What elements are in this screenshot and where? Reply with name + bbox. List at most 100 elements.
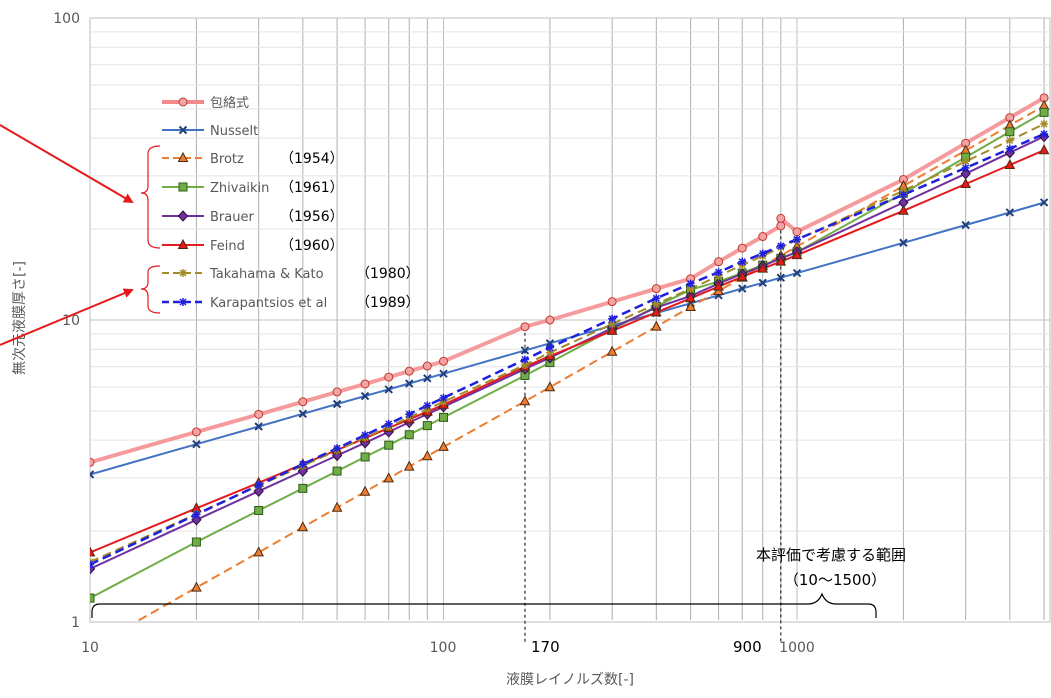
data-point [384,440,394,450]
data-point [253,546,264,557]
data-point [177,151,189,162]
data-point [360,379,370,389]
reference-lines [524,218,782,642]
data-point [758,278,767,288]
plot-area [89,17,1051,623]
data-point [359,485,371,496]
data-point [738,257,747,266]
data-point [298,409,308,419]
series-line [90,111,1045,599]
series-line [90,149,1045,554]
grid [89,18,1050,623]
legend-year: （1989） [356,295,420,311]
data-point [178,97,188,107]
data-point [792,268,802,278]
data-point [736,270,748,281]
x-tick-label: 100 [430,640,457,656]
data-point [1005,208,1015,217]
data-point [384,419,393,428]
x-tick-label: 1000 [779,640,815,656]
arrow-lower [0,288,134,346]
series-line [90,122,1045,563]
data-point [1005,136,1014,145]
data-point [961,157,970,166]
data-point [792,227,802,237]
data-point [737,243,747,253]
data-point [178,182,188,192]
legend-bracket-upper [140,145,161,249]
data-point [776,241,785,250]
data-point [1005,144,1014,153]
data-point [422,421,432,431]
data-point [545,315,555,325]
data-point [685,300,696,312]
data-point [686,284,695,293]
data-point [714,257,724,267]
data-point [439,369,448,378]
data-point [405,410,414,419]
data-point [254,409,264,419]
legend-bracket-lower [140,265,161,314]
data-point [757,262,769,273]
data-point [332,399,342,409]
data-point [793,235,801,244]
series-line [90,201,1045,476]
data-point [403,460,415,471]
data-point [714,268,723,277]
data-point [899,190,908,199]
data-point [297,521,309,532]
range-brace [91,592,877,618]
data-point [90,593,95,603]
data-point [423,401,432,410]
data-point [191,537,201,547]
data-point [545,348,554,357]
data-point [90,560,94,569]
data-point [652,299,661,308]
y-axis-title: 無次元液膜厚さ[-] [12,261,28,375]
data-point [758,249,767,258]
legend-label: Takahama & Kato [209,267,324,282]
arrow-upper [0,124,134,204]
data-point [439,393,448,402]
y-tick-label: 100 [53,11,80,27]
data-point [608,319,617,328]
data-point [404,430,414,440]
data-point [686,279,695,288]
legend-label: Feind [210,239,245,254]
data-point [90,457,95,467]
data-point [177,238,189,249]
data-point [519,395,531,406]
mark-900-label: 900 [733,638,762,656]
axis-ticks: 100 10 1 10 100 1000 [53,11,815,656]
data-point [713,280,724,291]
legend-year: （1956） [280,209,344,225]
range-sub-label: （10〜1500） [784,571,886,589]
data-point [254,481,263,490]
data-point [652,294,661,303]
data-point [191,427,201,437]
data-point [606,345,618,356]
data-point [606,324,618,335]
data-point [192,439,201,449]
legend-year: （1960） [280,238,344,254]
data-point [1005,127,1015,137]
data-point [331,501,343,512]
data-point [791,249,803,260]
data-point [608,314,617,323]
data-point [439,412,448,422]
data-point [776,221,786,231]
data-point [404,366,414,376]
series-line [133,104,1045,622]
x-tick-label: 10 [81,640,99,656]
data-point [361,431,370,440]
data-point [960,177,971,189]
legend: 包絡式 Nusselt Brotz （1954） Zhivaikin （1961） Brau… [162,95,420,311]
data-point [1039,107,1049,117]
range-label: 本評価で考慮する範囲 [756,546,906,564]
data-point [179,269,187,277]
series-line [90,132,1045,566]
data-point [1004,158,1016,170]
data-point [360,391,370,401]
data-point [438,440,449,451]
data-point [360,452,370,462]
